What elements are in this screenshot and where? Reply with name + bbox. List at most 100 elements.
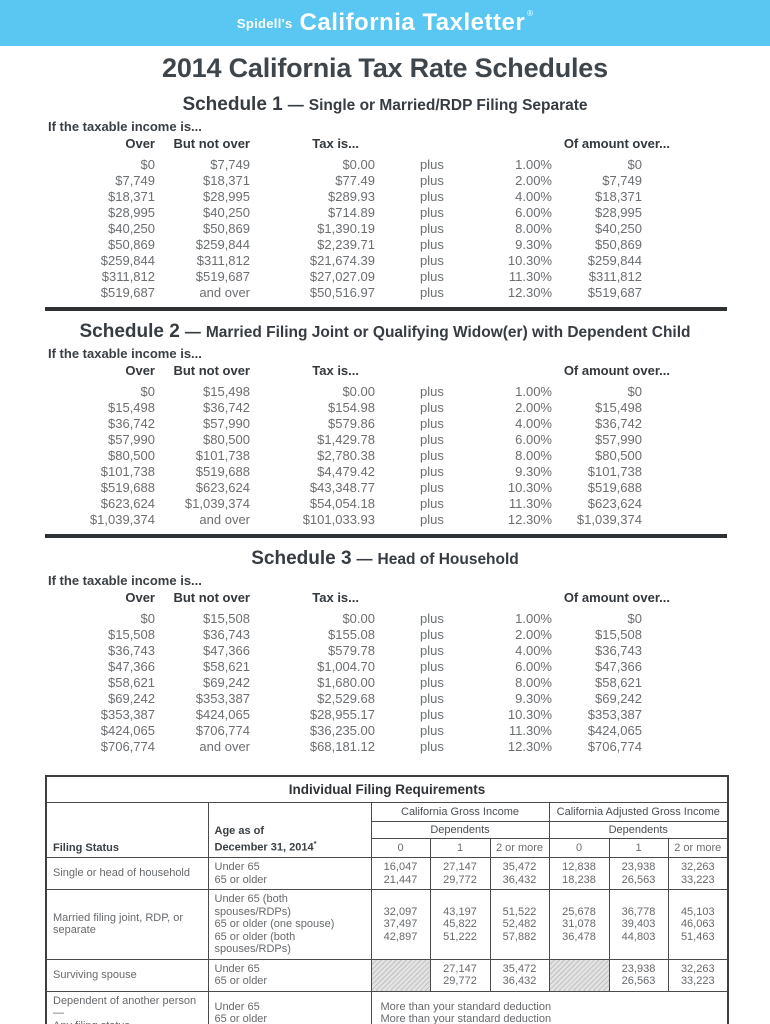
rate-row: $58,621 $69,242 $1,680.00 plus 8.00% $58,621 [48,675,722,691]
col-header-spacer [448,134,552,157]
rate-percent: 8.00% [515,221,552,236]
of-amount-over-amount: $15,498 [595,400,642,415]
cell-line: Under 65 (both spouses/RDPs) [214,893,291,918]
schedule-2-section: Schedule 2— Married Filing Joint or Quali… [0,316,770,528]
col-header-filing-status: Filing Status [45,802,209,858]
over-amount: $519,688 [100,480,155,495]
but-not-over-amount: $18,371 [203,173,250,188]
but-not-over-amount: $40,250 [203,205,250,220]
plus-label: plus [420,659,444,674]
tax-amount: $77.49 [335,173,375,188]
cell-line: 36,478 [562,930,596,943]
cell-line: 51,463 [680,930,715,943]
of-amount-over-amount: $0 [627,611,642,626]
rate-percent: 2.00% [515,400,552,415]
cell-line: Under 65 [214,861,260,873]
dependents-header: Dependents [548,821,729,839]
age-cell: Under 65 (both spouses/RDPs) 65 or older … [207,889,372,960]
rate-row: $36,743 $47,366 $579.78 plus 4.00% $36,743 [48,643,722,659]
but-not-over-amount: $15,508 [203,611,250,626]
rate-row: $519,687 and over $50,516.97 plus 12.30% $519… [48,285,722,301]
cell-line: 57,882 [502,930,537,943]
over-amount: $47,366 [108,659,155,674]
cell-line: 31,078 [562,918,596,930]
group-header-gross-income: California Gross Income [370,802,550,822]
plus-label: plus [420,189,444,204]
rate-percent: 6.00% [515,659,552,674]
col-header-tax-is: Tax is... [312,590,359,605]
but-not-over-amount: $353,387 [195,691,250,706]
col-header-but-not-over: But not over [173,363,250,378]
cell-line: 33,223 [680,975,715,987]
cell-line: 51,222 [443,930,477,943]
heading-dash: — [184,324,201,341]
plus-label: plus [420,205,444,220]
rate-percent: 12.30% [507,739,552,754]
over-amount: $57,990 [108,432,155,447]
cell-line: 32,263 [680,962,715,975]
over-amount: $80,500 [108,448,155,463]
threshold-cell: 32,097 37,497 42,897 [370,889,431,960]
of-amount-over-amount: $80,500 [595,448,642,463]
of-amount-over-amount: $0 [627,157,642,172]
rate-row: $311,812 $519,687 $27,027.09 plus 11.30% $311… [48,269,722,285]
threshold-cell: 36,778 39,403 44,803 [608,889,669,960]
threshold-cell: 32,263 33,223 [667,857,729,890]
heading-dash: — [356,551,373,568]
plus-label: plus [420,611,444,626]
cell-line: 36,432 [502,975,537,987]
cell-line: 44,803 [621,930,656,943]
cell-line: 23,938 [621,962,656,975]
of-amount-over-amount: $47,366 [595,659,642,674]
filing-row-married: Married filing joint, RDP, or separate U… [45,889,729,960]
of-amount-over-amount: $706,774 [587,739,642,754]
tax-rate-table-schedule-3: Over But not over Tax is... Of amount ov… [48,588,722,755]
filing-status-cell: Surviving spouse [45,958,209,992]
of-amount-over-amount: $259,844 [587,253,642,268]
col-header-spacer [375,134,448,157]
of-amount-over-amount: $36,743 [595,643,642,658]
group-header-adjusted-gross-income: California Adjusted Gross Income [548,802,729,822]
of-amount-over-amount: $18,371 [595,189,642,204]
rate-percent: 10.30% [507,253,552,268]
over-amount: $15,498 [108,400,155,415]
rate-row: $623,624 $1,039,374 $54,054.18 plus 11.30% $6… [48,496,722,512]
rate-percent: 6.00% [515,432,552,447]
rate-percent: 10.30% [507,480,552,495]
rate-row: $0 $7,749 $0.00 plus 1.00% $0 [48,157,722,173]
cell-line: More than your standard deduction [380,1013,552,1024]
rate-percent: 11.30% [508,496,552,511]
but-not-over-amount: $311,812 [196,253,250,268]
tax-amount: $1,429.78 [317,432,375,447]
over-amount: $58,621 [108,675,155,690]
standard-deduction-note-cell: More than your standard deduction More th… [370,990,729,1024]
rate-percent: 8.00% [515,675,552,690]
threshold-cell: 25,678 31,078 36,478 [548,889,610,960]
of-amount-over-amount: $15,508 [595,627,642,642]
tax-amount: $289.93 [328,189,375,204]
individual-filing-requirements-table: Individual Filing Requirements Filing St… [45,775,730,1024]
threshold-cell: 45,103 46,063 51,463 [667,889,729,960]
cell-line: Under 65 [214,1000,260,1013]
tax-amount: $2,780.38 [317,448,375,463]
of-amount-over-amount: $58,621 [595,675,642,690]
dep-count-0: 0 [370,838,431,858]
threshold-cell: 51,522 52,482 57,882 [489,889,550,960]
cell-line: 25,678 [562,905,596,918]
tax-amount: $21,674.39 [309,253,375,268]
age-cell: Under 65 65 or older [207,958,372,992]
taxable-income-intro: If the taxable income is... [48,119,202,134]
threshold-cell: 35,472 36,432 [489,958,550,992]
of-amount-over-amount: $36,742 [595,416,642,431]
taxable-income-intro: If the taxable income is... [48,573,202,588]
cell-line: 23,938 [621,861,656,873]
masthead-banner: Spidell's California Taxletter ® [0,0,770,46]
rate-row: $50,869 $259,844 $2,239.71 plus 9.30% $50,869 [48,237,722,253]
col-header-but-not-over: But not over [173,590,250,605]
tax-amount: $2,529.68 [317,691,375,706]
of-amount-over-amount: $57,990 [595,432,642,447]
of-amount-over-amount: $519,687 [587,285,642,300]
cell-line: 35,472 [502,861,537,873]
rate-percent: 2.00% [515,173,552,188]
cell-line: 32,097 [383,905,418,918]
